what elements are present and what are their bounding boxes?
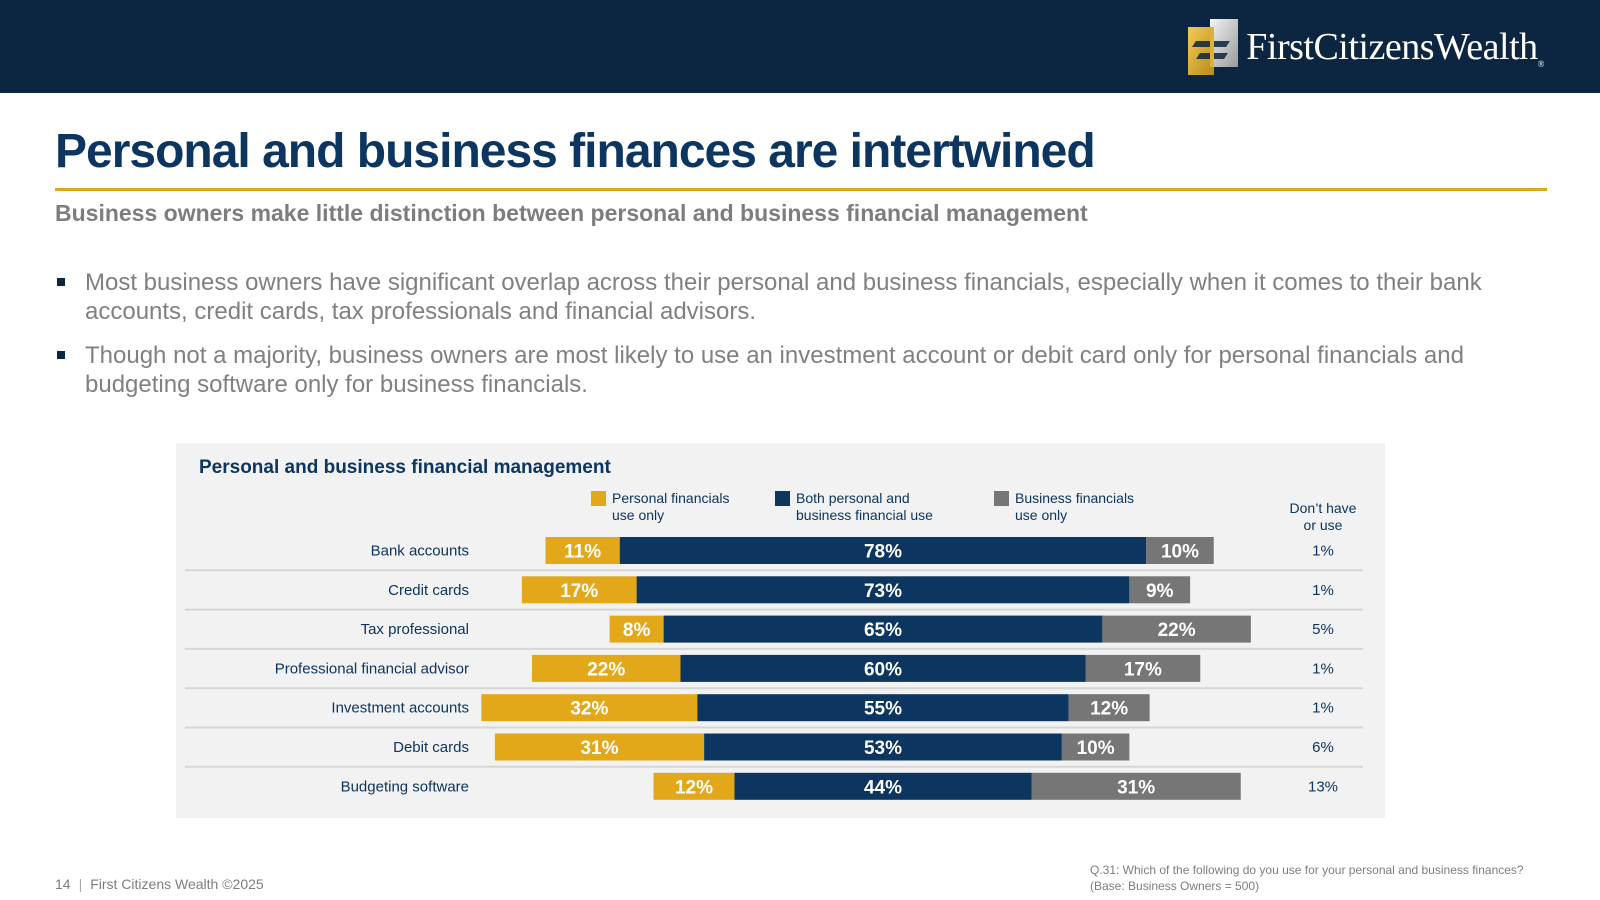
- data-label: 12%: [675, 777, 713, 798]
- chart-title: Personal and business financial manageme…: [199, 457, 611, 478]
- page-subtitle: Business owners make little distinction …: [55, 200, 1088, 226]
- bullet-item: Most business owners have significant ov…: [55, 268, 1555, 326]
- survey-question: Q.31: Which of the following do you use …: [1090, 863, 1524, 877]
- data-label: 44%: [864, 777, 902, 798]
- bar-segment: [1085, 654, 1201, 682]
- brand-logo[interactable]: FirstCitizensWealth®: [1188, 18, 1545, 76]
- dont-have-value: 1%: [1312, 700, 1334, 717]
- data-label: 53%: [864, 738, 902, 759]
- data-label: 31%: [580, 738, 618, 759]
- data-label: 55%: [864, 699, 902, 720]
- page-number: 14: [55, 876, 71, 892]
- data-label: 17%: [560, 581, 598, 602]
- data-label: 78%: [864, 542, 902, 563]
- footer: 14 | First Citizens Wealth ©2025: [55, 876, 264, 892]
- bar-segment: [1068, 694, 1150, 722]
- bar-segment: [1031, 772, 1241, 800]
- dont-have-value: 1%: [1312, 582, 1334, 599]
- data-label: 22%: [1158, 620, 1196, 641]
- category-label: Debit cards: [393, 739, 469, 756]
- data-label: 8%: [623, 620, 651, 641]
- bar-segment: [545, 537, 620, 564]
- bar-segment: [697, 694, 1069, 722]
- bullet-item: Though not a majority, business owners a…: [55, 341, 1555, 399]
- brand-name: FirstCitizensWealth®: [1246, 26, 1544, 69]
- bar-segment: [1146, 537, 1214, 564]
- legend-label-line: business financial use: [796, 507, 933, 523]
- bar-segment: [481, 694, 698, 722]
- legend-swatch-navy: [775, 491, 790, 506]
- category-label: Professional financial advisor: [275, 660, 469, 677]
- bar-segment: [494, 733, 705, 761]
- dont-have-value: 1%: [1312, 543, 1334, 560]
- dont-have-header: Don’t have or use: [1289, 500, 1357, 533]
- legend-label-line: use only: [612, 507, 665, 523]
- data-label: 10%: [1161, 542, 1199, 563]
- dont-have-value: 13%: [1308, 778, 1338, 795]
- legend-label-line: Business financials: [1015, 490, 1135, 506]
- bar-segment: [521, 576, 637, 604]
- survey-base: (Base: Business Owners = 500): [1090, 879, 1260, 893]
- data-label: 12%: [1090, 699, 1128, 720]
- bar-segment: [653, 772, 735, 800]
- data-label: 65%: [864, 620, 902, 641]
- bar-segment: [1129, 576, 1191, 604]
- legend-both: Both personal and business financial use: [775, 490, 933, 524]
- copyright: First Citizens Wealth ©2025: [90, 876, 264, 892]
- bar-segment: [663, 615, 1103, 643]
- bar-segment: [734, 772, 1032, 800]
- data-label: 22%: [587, 659, 625, 680]
- legend-label-line: Personal financials: [612, 490, 730, 506]
- bar-segment: [1061, 733, 1130, 761]
- legend-swatch-gray: [994, 491, 1009, 506]
- data-label: 73%: [864, 581, 902, 602]
- bar-segment: [636, 576, 1130, 604]
- brand-emblem-icon: [1188, 19, 1239, 75]
- data-label: 31%: [1117, 777, 1155, 798]
- legend-business: Business financials use only: [994, 490, 1134, 524]
- category-label: Budgeting software: [341, 778, 469, 795]
- footnote: Q.31: Which of the following do you use …: [1090, 862, 1524, 894]
- bullet-square-icon: [57, 351, 65, 359]
- page-title: Personal and business finances are inter…: [55, 125, 1096, 178]
- data-label: 9%: [1146, 581, 1174, 602]
- data-label: 11%: [564, 542, 601, 563]
- data-label: 17%: [1124, 659, 1162, 680]
- category-label: Tax professional: [361, 621, 469, 638]
- category-label: Bank accounts: [371, 543, 469, 560]
- bullet-square-icon: [57, 278, 65, 286]
- bar-segment: [532, 654, 681, 682]
- title-divider: [55, 188, 1547, 191]
- dont-have-value: 6%: [1312, 739, 1334, 756]
- legend-swatch-gold: [591, 491, 606, 506]
- dont-have-value: 5%: [1312, 621, 1334, 638]
- legend-label-line: use only: [1015, 507, 1068, 523]
- bar-segment: [704, 733, 1062, 761]
- data-label: 32%: [570, 699, 608, 720]
- category-label: Credit cards: [388, 582, 469, 599]
- top-banner: FirstCitizensWealth®: [0, 0, 1600, 93]
- bar-segment: [619, 537, 1147, 564]
- data-label: 60%: [864, 659, 902, 680]
- bar-segment: [680, 654, 1086, 682]
- legend-label-line: Both personal and: [796, 490, 910, 506]
- bullet-list: Most business owners have significant ov…: [55, 268, 1555, 414]
- legend-personal: Personal financials use only: [591, 490, 730, 524]
- bar-segment: [1102, 615, 1251, 643]
- bar-segment: [609, 615, 664, 643]
- dont-have-value: 1%: [1312, 660, 1334, 677]
- data-label: 10%: [1077, 738, 1115, 759]
- category-label: Investment accounts: [331, 700, 469, 717]
